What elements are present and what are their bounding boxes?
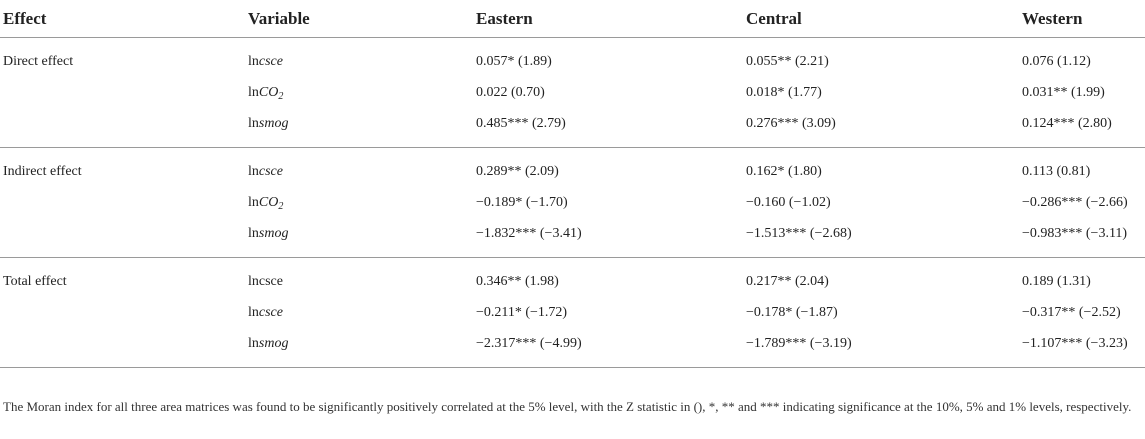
table-row: lncsce −0.211* (−1.72) −0.178* (−1.87) −0.3… [0,297,1145,328]
table-row: lnCO2 0.022 (0.70) 0.018* (1.77) 0.031** (1… [0,77,1145,108]
header-western: Western [1022,8,1083,28]
variable-subscript: 2 [278,90,284,102]
variable-name: CO [258,84,279,100]
variable-cell: lnsmog [248,218,476,258]
eastern-value: 0.346** (1.98) [476,273,559,289]
table-row: lnsmog −1.832*** (−3.41) −1.513*** (−2.68)… [0,218,1145,258]
western-value: −0.983*** (−3.11) [1022,225,1128,241]
central-value: −0.178* (−1.87) [746,304,838,320]
table-row: lnCO2 −0.189* (−1.70) −0.160 (−1.02) −0.286… [0,187,1145,218]
header-variable: Variable [248,8,310,28]
central-value: 0.217** (2.04) [746,273,829,289]
variable-name: CO [258,194,279,210]
variable-prefix: ln [248,304,259,320]
western-value: 0.124*** (2.80) [1022,115,1112,131]
western-value: −0.317** (−2.52) [1022,304,1121,320]
central-value: 0.055** (2.21) [746,53,829,69]
variable-prefix: ln [248,84,259,100]
western-value: −0.286*** (−2.66) [1022,194,1128,210]
variable-prefix: ln [248,335,259,351]
table-row: Total effect lncsce 0.346** (1.98) 0.217** … [0,258,1145,298]
western-value: 0.189 (1.31) [1022,273,1091,289]
effect-cell [0,328,248,368]
variable-prefix: ln [248,194,259,210]
table-footnote: The Moran index for all three area matri… [3,399,1132,414]
table-row: lnsmog 0.485*** (2.79) 0.276*** (3.09) 0.12… [0,108,1145,148]
variable-cell: lnsmog [248,108,476,148]
effect-cell [0,187,248,218]
variable-name: smog [258,225,289,241]
table-row: Direct effect lncsce 0.057* (1.89) 0.055** … [0,38,1145,78]
central-value: −1.513*** (−2.68) [746,225,852,241]
effect-cell [0,297,248,328]
header-row: Effect Variable Eastern Central Western [0,0,1145,38]
central-value: −0.160 (−1.02) [746,194,831,210]
central-value: 0.162* (1.80) [746,163,822,179]
effect-cell [0,218,248,258]
effect-cell: Total effect [3,273,67,289]
variable-prefix: ln [248,163,259,179]
effect-cell: Direct effect [3,53,74,69]
variable-prefix: lncsce [248,273,283,289]
variable-cell: lncsce [248,38,476,78]
variable-prefix: ln [248,115,259,131]
variable-cell: lncsce [248,297,476,328]
eastern-value: 0.022 (0.70) [476,84,545,100]
western-value: 0.113 (0.81) [1022,163,1091,179]
table-row: lnsmog −2.317*** (−4.99) −1.789*** (−3.19)… [0,328,1145,368]
variable-name: smog [258,115,289,131]
variable-name: csce [258,163,283,179]
variable-name: smog [258,335,289,351]
eastern-value: −2.317*** (−4.99) [476,335,582,351]
variable-prefix: ln [248,53,259,69]
variable-cell: lnsmog [248,328,476,368]
effect-cell [0,108,248,148]
central-value: 0.018* (1.77) [746,84,822,100]
variable-cell: lncsce [248,148,476,188]
header-effect: Effect [3,8,47,28]
variable-cell: lnCO2 [248,77,476,108]
variable-name: csce [258,304,283,320]
eastern-value: −1.832*** (−3.41) [476,225,582,241]
western-value: −1.107*** (−3.23) [1022,335,1128,351]
eastern-value: 0.485*** (2.79) [476,115,566,131]
eastern-value: −0.211* (−1.72) [476,304,568,320]
central-value: 0.276*** (3.09) [746,115,836,131]
table-row: Indirect effect lncsce 0.289** (2.09) 0.162… [0,148,1145,188]
variable-name: csce [258,53,283,69]
central-value: −1.789*** (−3.19) [746,335,852,351]
header-eastern: Eastern [476,8,533,28]
variable-prefix: ln [248,225,259,241]
results-table: Effect Variable Eastern Central Western … [0,0,1145,368]
western-value: 0.031** (1.99) [1022,84,1105,100]
effect-cell: Indirect effect [3,163,82,179]
eastern-value: −0.189* (−1.70) [476,194,568,210]
variable-cell: lnCO2 [248,187,476,218]
variable-cell: lncsce [248,258,476,298]
eastern-value: 0.289** (2.09) [476,163,559,179]
variable-subscript: 2 [278,200,284,212]
western-value: 0.076 (1.12) [1022,53,1091,69]
effect-cell [0,77,248,108]
eastern-value: 0.057* (1.89) [476,53,552,69]
header-central: Central [746,8,802,28]
